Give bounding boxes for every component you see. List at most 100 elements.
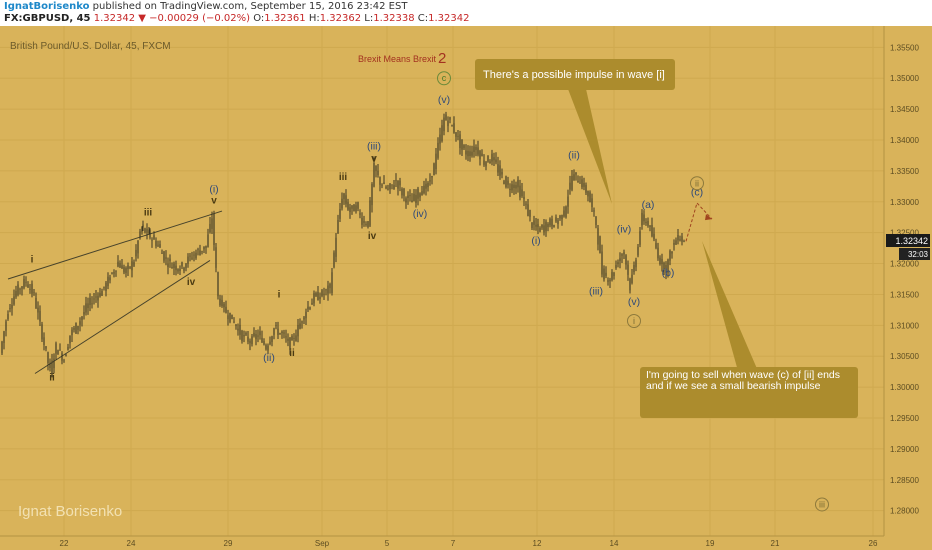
- candle-body: [395, 180, 397, 182]
- candle-body: [279, 333, 281, 335]
- candle-body: [167, 263, 169, 267]
- wave-label: iv: [368, 231, 377, 242]
- circled-label: c: [437, 71, 451, 86]
- candle-body: [475, 147, 477, 150]
- candle-body: [341, 198, 343, 209]
- candle-body: [597, 228, 599, 245]
- candle-body: [499, 165, 501, 176]
- candle-body: [225, 306, 227, 313]
- candle-body: [343, 193, 345, 200]
- candle-body: [91, 303, 93, 305]
- candle-body: [237, 328, 239, 331]
- candle-body: [139, 231, 141, 238]
- candle-body: [269, 341, 271, 344]
- candle-body: [275, 325, 277, 326]
- candle-body: [467, 150, 469, 157]
- candle-body: [207, 234, 209, 247]
- candle-body: [621, 254, 623, 256]
- wave-label: (a): [642, 199, 655, 211]
- candle-body: [567, 196, 569, 207]
- candle-body: [555, 217, 557, 222]
- candle-body: [307, 306, 309, 310]
- candle-body: [459, 134, 461, 149]
- y-tick-label: 1.33500: [890, 167, 919, 176]
- y-tick-label: 1.28500: [890, 476, 919, 485]
- candle-body: [629, 278, 631, 291]
- candle-body: [297, 325, 299, 337]
- candle-body: [479, 151, 481, 160]
- y-tick-label: 1.35000: [890, 74, 919, 83]
- candle-body: [481, 153, 483, 157]
- candle-body: [403, 188, 405, 196]
- candle-body: [355, 205, 357, 212]
- annotation-sell-plan[interactable]: I'm going to sell when wave (c) of [ii] …: [640, 241, 858, 418]
- candle-body: [327, 285, 329, 294]
- x-tick-label: 21: [771, 539, 780, 548]
- candle-body: [391, 184, 393, 186]
- candle-body: [55, 343, 57, 354]
- candle-body: [353, 204, 355, 212]
- candle-body: [185, 263, 187, 269]
- wave-label: iii: [339, 172, 348, 183]
- price-chart[interactable]: 1.35500 1.35000 1.34500 1.34000 1.33500 1.330…: [0, 26, 932, 550]
- candle-body: [283, 332, 285, 334]
- candle-body: [137, 240, 139, 254]
- candle-body: [289, 337, 291, 350]
- wave-label: (v): [438, 94, 450, 106]
- candle-body: [31, 283, 33, 294]
- candle-body: [543, 225, 545, 233]
- candle-body: [511, 184, 513, 191]
- candle-body: [273, 328, 275, 335]
- watermark: Ignat Borisenko: [18, 503, 122, 520]
- candle-body: [321, 290, 323, 296]
- author-link[interactable]: IgnatBorisenko: [4, 1, 90, 12]
- candle-body: [59, 349, 61, 351]
- candle-body: [119, 263, 121, 268]
- candle-body: [73, 327, 75, 330]
- candle-body: [529, 209, 531, 217]
- open-label: O:: [253, 13, 265, 24]
- candle-body: [267, 345, 269, 351]
- candle-body: [493, 157, 495, 161]
- candle-body: [247, 336, 249, 342]
- annotation-impulse[interactable]: There's a possible impulse in wave [i]: [475, 59, 675, 204]
- candle-body: [183, 267, 185, 271]
- candle-body: [325, 289, 327, 291]
- down-arrow-icon: ▼: [138, 13, 146, 24]
- candle-body: [153, 235, 155, 240]
- last-price: 1.32342: [93, 13, 136, 24]
- candle-body: [79, 321, 81, 325]
- candle-body: [333, 252, 335, 268]
- candle-body: [363, 220, 365, 223]
- y-tick-label: 1.33000: [890, 198, 919, 207]
- candle-body: [148, 230, 150, 234]
- candle-body: [89, 297, 91, 305]
- candle-body: [515, 185, 517, 189]
- circled-label-text: ii: [695, 178, 699, 188]
- candle-body: [671, 251, 673, 254]
- forecast-arrow-icon: [705, 214, 712, 221]
- candle-body: [607, 280, 609, 282]
- candle-body: [155, 240, 157, 247]
- candle-body: [439, 134, 441, 144]
- x-tick-label: 22: [60, 539, 69, 548]
- x-tick-label: 14: [610, 539, 619, 548]
- candle-body: [345, 195, 347, 205]
- symbol-label: FX:GBPUSD, 45: [4, 13, 91, 24]
- wave-label: v: [211, 196, 217, 207]
- y-tick-label: 1.34000: [890, 136, 919, 145]
- candle-body: [305, 311, 307, 319]
- wave-label: (c): [691, 187, 703, 199]
- candle-body: [165, 257, 167, 259]
- candle-body: [579, 182, 581, 184]
- candle-body: [149, 230, 151, 238]
- candle-body: [85, 303, 87, 313]
- candle-body: [669, 250, 671, 261]
- candle-body: [219, 298, 221, 306]
- candle-body: [417, 188, 419, 199]
- circled-label-text: i: [633, 316, 635, 326]
- candle-body: [315, 293, 317, 296]
- candle-body: [447, 120, 449, 127]
- candle-body: [142, 224, 144, 228]
- price-axis[interactable]: [884, 26, 932, 550]
